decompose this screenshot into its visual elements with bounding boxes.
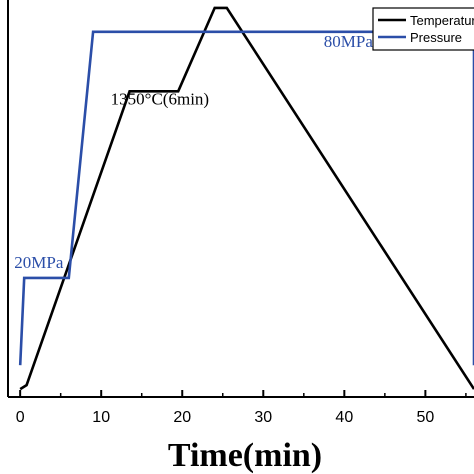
x-tick-label: 40 (335, 409, 353, 426)
series-line-pressure (18, 30, 474, 366)
x-tick-label: 10 (92, 409, 110, 426)
legend-entry-temperature: Temperature (410, 13, 474, 28)
x-tick-label: 20 (173, 409, 191, 426)
annotation-label: 1350°C(6min) (111, 89, 209, 108)
annotation-label: 20MPa (14, 253, 64, 272)
legend-entry-pressure: Pressure (410, 30, 462, 45)
legend: Temperature Pressure (372, 7, 474, 51)
x-axis-label: Time(min) (168, 437, 322, 474)
x-axis-ticks: 0 10 20 30 40 50 (16, 390, 467, 426)
plot-frame (7, 0, 474, 398)
x-tick-label: 30 (254, 409, 272, 426)
x-tick-label: 50 (416, 409, 434, 426)
x-tick-label: 0 (16, 409, 25, 426)
series-line-temperature (19, 6, 474, 391)
legend-box (372, 7, 474, 51)
annotation-label: 80MPa (324, 32, 374, 51)
series-layer (18, 6, 474, 391)
